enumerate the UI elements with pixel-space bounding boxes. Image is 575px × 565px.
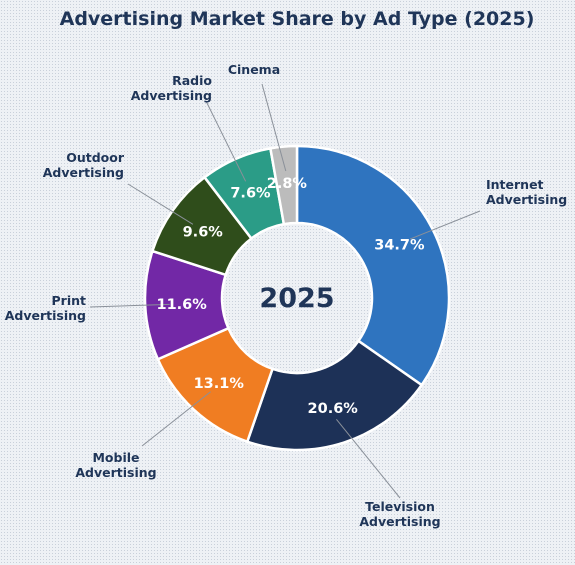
percent-label-cinema: 2.8% bbox=[267, 176, 308, 192]
percent-label-internet-advertising: 34.7% bbox=[374, 238, 425, 254]
category-label-television-advertising: Television Advertising bbox=[359, 499, 440, 529]
category-label-print-advertising: Print Advertising bbox=[5, 293, 86, 323]
percent-label-print-advertising: 11.6% bbox=[156, 297, 207, 313]
category-label-mobile-advertising: Mobile Advertising bbox=[75, 450, 156, 480]
leader-line-outdoor-advertising bbox=[127, 183, 194, 225]
category-label-internet-advertising: Internet Advertising bbox=[486, 177, 567, 207]
category-labels: Internet Advertising Television Advertising… bbox=[5, 62, 568, 529]
category-label-cinema: Cinema bbox=[228, 62, 280, 77]
category-label-radio-advertising: Radio Advertising bbox=[131, 73, 213, 103]
leader-line-internet-advertising bbox=[409, 210, 481, 240]
leader-line-television-advertising bbox=[336, 418, 401, 499]
leader-line-mobile-advertising bbox=[141, 391, 211, 447]
slice-internet-advertising bbox=[295, 144, 451, 387]
percent-label-television-advertising: 20.6% bbox=[308, 401, 359, 417]
percent-label-mobile-advertising: 13.1% bbox=[194, 376, 245, 392]
leader-lines bbox=[89, 83, 481, 499]
leader-line-cinema bbox=[261, 83, 287, 172]
percent-labels: 34.7% 20.6% 13.1% 11.6% 9.6% 7.6%2.8% bbox=[156, 176, 425, 417]
category-label-outdoor-advertising: Outdoor Advertising bbox=[43, 150, 125, 180]
chart-title: Advertising Market Share by Ad Type (202… bbox=[60, 8, 535, 30]
percent-label-outdoor-advertising: 9.6% bbox=[183, 224, 224, 240]
leader-line-print-advertising bbox=[89, 303, 170, 308]
center-year-label: 2025 bbox=[259, 283, 334, 314]
slice-television-advertising bbox=[245, 339, 424, 452]
percent-label-radio-advertising: 7.6% bbox=[230, 185, 271, 201]
donut-slices bbox=[143, 144, 451, 452]
leader-line-radio-advertising bbox=[205, 100, 247, 182]
